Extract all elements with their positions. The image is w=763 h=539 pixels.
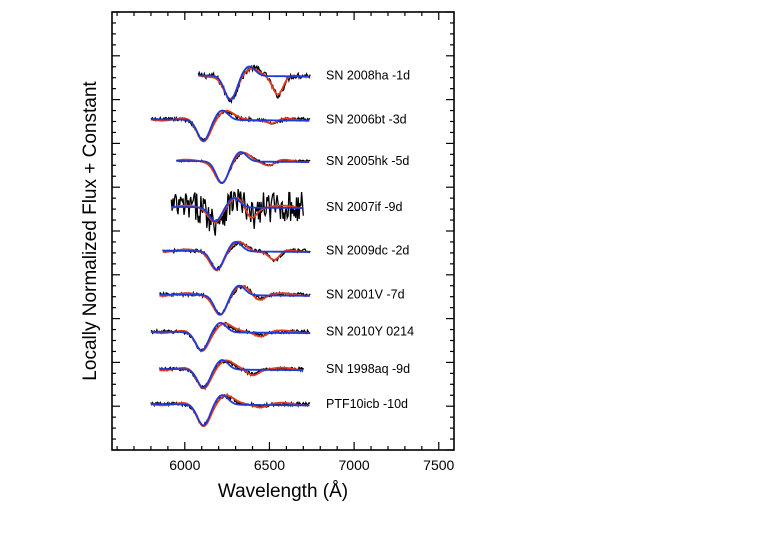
observed-spectrum (150, 392, 311, 428)
x-axis-title: Wavelength (Å) (218, 481, 348, 502)
fit-blue-spectrum (150, 322, 310, 352)
spectrum-label: SN 2007if -9d (326, 200, 402, 214)
observed-spectrum (150, 110, 311, 141)
observed-spectrum (158, 360, 304, 391)
fit-red-spectrum (176, 151, 310, 184)
fit-blue-spectrum (176, 151, 310, 185)
fit-blue-spectrum (162, 240, 310, 271)
spectrum-label: SN 2009dc -2d (326, 244, 409, 258)
spectrum-label: SN 2005hk -5d (326, 154, 409, 168)
observed-spectrum (170, 189, 304, 236)
spectrum-label: SN 2001V -7d (326, 288, 405, 302)
spectrum-label: SN 2008ha -1d (326, 69, 410, 83)
fit-red-spectrum (198, 67, 310, 100)
fit-blue-spectrum (150, 109, 310, 142)
spectrum-label: SN 2010Y 0214 (326, 325, 414, 339)
spectrum-labels: SN 2008ha -1d SN 2006bt -3d SN 2005hk -5d S… (326, 69, 414, 412)
spectrum-label: SN 2006bt -3d (326, 112, 407, 126)
fit-blue-spectrum (198, 65, 310, 101)
fit-red-spectrum (159, 359, 304, 390)
axis-ticks (112, 11, 454, 451)
observed-spectrum (162, 240, 311, 272)
x-tick-labels: 6000 6500 7000 7500 (169, 457, 454, 473)
spectra-group (150, 64, 311, 428)
y-axis-title: Locally Normalized Flux + Constant (80, 81, 101, 381)
x-tick-label: 7500 (423, 457, 454, 473)
x-tick-label: 6000 (169, 457, 200, 473)
fit-blue-spectrum (159, 359, 303, 389)
observed-spectrum (150, 321, 311, 353)
x-tick-label: 6500 (254, 457, 285, 473)
spectrum-label: PTF10icb -10d (326, 397, 408, 411)
fit-blue-spectrum (150, 394, 310, 427)
fit-red-spectrum (159, 284, 310, 316)
spectrum-label: SN 1998aq -9d (326, 362, 410, 376)
fit-red-spectrum (162, 240, 310, 272)
fit-blue-spectrum (171, 196, 303, 223)
observed-spectrum (176, 151, 311, 184)
x-tick-label: 7000 (339, 457, 370, 473)
fit-blue-spectrum (159, 284, 310, 316)
